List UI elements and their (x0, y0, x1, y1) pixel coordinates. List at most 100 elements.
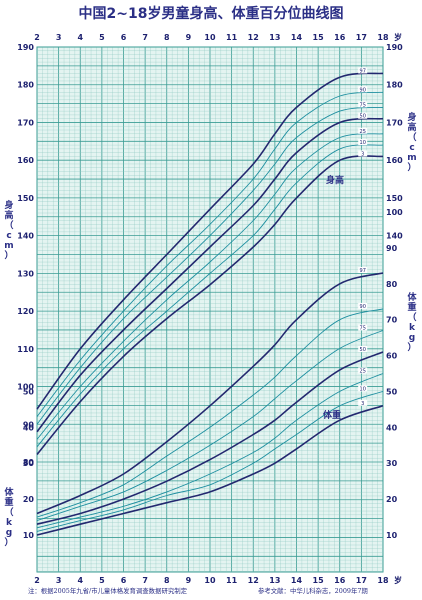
x-tick-label-bottom: 15 (313, 576, 325, 585)
weight-curve-label: 体重 (323, 409, 341, 421)
weight-pct-bg (358, 324, 368, 331)
height-pct-label-97: 97 (360, 68, 366, 74)
weight-curve-p10 (36, 390, 384, 532)
height-axis-title-right-char: c (409, 143, 414, 153)
height-axis-title-left-char: （ (4, 220, 13, 231)
weight-axis-title-right-char: 重 (407, 301, 416, 313)
height-axis-title-left: 身高（cm） (4, 199, 13, 261)
height-axis-title-right-char: m (407, 153, 416, 163)
x-tick-label-bottom: 4 (77, 576, 83, 585)
height-tick-right: 190 (386, 43, 403, 52)
plot-grid (36, 46, 384, 573)
height-pct-label-3: 3 (361, 151, 364, 157)
x-tick-label-top: 14 (291, 33, 303, 42)
percentile-curves (36, 72, 384, 536)
height-tick-left: 150 (17, 194, 34, 203)
x-tick-label-bottom: 17 (356, 576, 367, 585)
height-axis-title-right-char: （ (407, 132, 416, 143)
weight-curve-p75 (36, 329, 384, 522)
x-tick-label-top: 13 (269, 33, 280, 42)
footnote-left: 注：根据2005年九省/市儿童体格发育调查数据研究制定 (28, 586, 188, 595)
height-pct-bg (358, 127, 368, 134)
x-tick-label-bottom: 11 (226, 576, 238, 585)
x-tick-label-top: 12 (248, 33, 259, 42)
height-pct-bg (358, 112, 368, 119)
height-tick-right: 150 (386, 194, 403, 203)
height-curve-p90 (36, 91, 384, 417)
weight-pct-label-75: 75 (360, 325, 366, 331)
axes: 2 2 3 3 4 4 5 5 6 6 7 7 8 8 9 9 10 10 11 11 12 12 13 13 14 14 15 15… (4, 32, 417, 585)
weight-pct-label-90: 90 (360, 304, 366, 310)
height-tick-right: 180 (386, 81, 403, 90)
x-tick-label-top: 10 (204, 33, 216, 42)
x-tick-label-top: 18 (377, 33, 389, 42)
chart-title: 中国2~18岁男童身高、体重百分位曲线图 (79, 5, 344, 22)
height-pct-bg (358, 86, 368, 93)
weight-pct-bg (358, 302, 368, 309)
x-tick-label-top: 3 (56, 33, 62, 42)
height-pct-bg (358, 101, 368, 108)
height-tick-right: 140 (386, 232, 403, 241)
height-tick-left: 80 (23, 458, 35, 467)
x-tick-label-bottom: 3 (56, 576, 62, 585)
weight-axis-title-right: 体重（kg） (407, 291, 417, 353)
height-axis-title-right-char: ） (407, 162, 416, 173)
weight-axis-title-left-char: （ (4, 507, 13, 518)
weight-pct-label-3: 3 (361, 401, 364, 407)
height-tick-left: 170 (17, 118, 34, 127)
weight-tick-right: 10 (386, 531, 398, 540)
height-curve-p75 (36, 106, 384, 425)
weight-tick-right: 30 (386, 459, 398, 468)
height-tick-left: 90 (23, 420, 35, 429)
height-axis-title-left-char: 身 (4, 199, 13, 211)
height-axis-title-left-char: ） (4, 250, 13, 261)
weight-tick-right: 100 (386, 208, 403, 217)
height-tick-left: 180 (17, 81, 34, 90)
weight-curve-p50 (36, 351, 384, 525)
weight-pct-bg (358, 399, 368, 406)
x-tick-label-bottom: 18 (377, 576, 389, 585)
weight-tick-right: 60 (386, 352, 398, 361)
age-unit-bottom: 岁 (394, 575, 402, 585)
height-axis-title-right-char: 高 (407, 121, 416, 133)
weight-axis-title-left: 体重（kg） (4, 486, 14, 548)
x-tick-label-top: 4 (77, 33, 83, 42)
height-axis-title-right-char: 身 (407, 111, 416, 123)
x-tick-label-bottom: 5 (99, 576, 105, 585)
height-pct-label-10: 10 (360, 140, 366, 146)
weight-tick-right: 80 (386, 280, 398, 289)
height-axis-title-left-char: c (6, 231, 11, 241)
weight-tick-right: 90 (386, 244, 398, 253)
height-pct-label-25: 25 (360, 129, 366, 135)
x-tick-label-bottom: 6 (121, 576, 127, 585)
weight-pct-bg (358, 367, 368, 374)
height-curve-p50 (36, 117, 384, 433)
height-tick-left: 190 (17, 43, 34, 52)
weight-pct-label-10: 10 (360, 386, 366, 392)
weight-axis-title-right-char: （ (407, 312, 416, 323)
weight-pct-bg (358, 345, 368, 352)
height-axis-title-right: 身高（cm） (407, 111, 416, 173)
height-tick-left: 110 (17, 345, 34, 354)
height-axis-title-left-char: 高 (4, 209, 13, 221)
x-tick-label-top: 16 (334, 33, 346, 42)
x-tick-label-bottom: 10 (204, 576, 216, 585)
weight-curve-p3 (36, 405, 384, 536)
height-pct-bg (358, 67, 368, 74)
height-tick-left: 130 (17, 269, 34, 278)
x-tick-label-bottom: 9 (186, 576, 192, 585)
height-curve-p97 (36, 72, 384, 410)
x-tick-label-top: 7 (142, 33, 148, 42)
height-tick-right: 170 (386, 118, 403, 127)
x-tick-label-bottom: 12 (248, 576, 259, 585)
height-tick-left: 120 (17, 307, 34, 316)
height-curve-p10 (36, 144, 384, 448)
weight-axis-title-left-char: g (6, 528, 12, 538)
weight-tick-right: 50 (386, 387, 398, 396)
weight-axis-title-right-char: k (409, 323, 416, 333)
age-unit-top: 岁 (394, 32, 402, 42)
weight-tick-left: 40 (23, 423, 35, 432)
height-pct-label-50: 50 (360, 114, 366, 120)
x-tick-label-top: 11 (226, 33, 238, 42)
